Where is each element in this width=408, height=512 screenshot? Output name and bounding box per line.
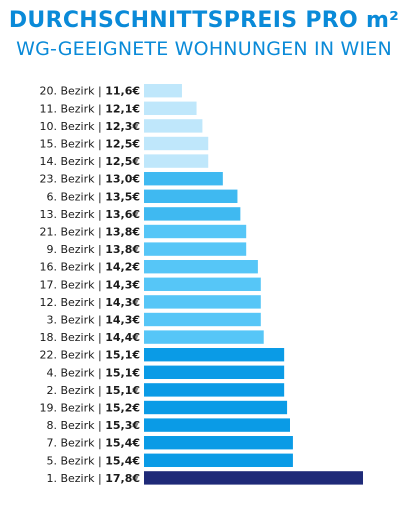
value-label: 15,1€ [105, 366, 140, 379]
bar-label: 12. Bezirk | 14,3€ [39, 296, 140, 309]
bar-label: 18. Bezirk | 14,4€ [39, 331, 140, 344]
category-label: 20. Bezirk | [39, 85, 105, 98]
bar-label: 20. Bezirk | 11,6€ [39, 85, 140, 98]
bar [144, 295, 261, 308]
bar [144, 225, 246, 238]
bar-label: 15. Bezirk | 12,5€ [39, 138, 140, 151]
value-label: 14,3€ [105, 314, 140, 327]
category-label: 17. Bezirk | [39, 278, 105, 291]
category-label: 15. Bezirk | [39, 138, 105, 151]
value-label: 13,6€ [105, 208, 140, 221]
bar [144, 348, 284, 361]
bar-label: 10. Bezirk | 12,3€ [39, 120, 140, 133]
category-label: 7. Bezirk | [46, 437, 105, 450]
category-label: 21. Bezirk | [39, 226, 105, 239]
value-label: 13,0€ [105, 173, 140, 186]
bar-label: 23. Bezirk | 13,0€ [39, 173, 140, 186]
value-label: 17,8€ [105, 472, 140, 485]
category-label: 23. Bezirk | [39, 173, 105, 186]
bar-label: 6. Bezirk | 13,5€ [46, 190, 140, 203]
bar-label: 14. Bezirk | 12,5€ [39, 155, 140, 168]
category-label: 22. Bezirk | [39, 349, 105, 362]
bar [144, 366, 284, 379]
bar-label: 7. Bezirk | 15,4€ [46, 437, 140, 450]
category-label: 5. Bezirk | [46, 454, 105, 467]
bar [144, 278, 261, 291]
bar [144, 84, 182, 97]
bar [144, 454, 293, 467]
category-label: 19. Bezirk | [39, 402, 105, 415]
bar [144, 383, 284, 396]
value-label: 14,3€ [105, 296, 140, 309]
value-label: 13,8€ [105, 243, 140, 256]
category-label: 3. Bezirk | [46, 314, 105, 327]
bar [144, 313, 261, 326]
bar-label: 1. Bezirk | 17,8€ [46, 472, 140, 485]
bar-label: 22. Bezirk | 15,1€ [39, 349, 140, 362]
bar [144, 330, 264, 343]
category-label: 18. Bezirk | [39, 331, 105, 344]
bar [144, 471, 363, 484]
value-label: 15,2€ [105, 402, 140, 415]
bar-label: 2. Bezirk | 15,1€ [46, 384, 140, 397]
value-label: 12,5€ [105, 138, 140, 151]
bar-label: 5. Bezirk | 15,4€ [46, 454, 140, 467]
bar-label: 8. Bezirk | 15,3€ [46, 419, 140, 432]
category-label: 4. Bezirk | [46, 366, 105, 379]
category-label: 9. Bezirk | [46, 243, 105, 256]
value-label: 12,3€ [105, 120, 140, 133]
category-label: 2. Bezirk | [46, 384, 105, 397]
bar [144, 242, 246, 255]
bar [144, 137, 208, 150]
bar-label: 17. Bezirk | 14,3€ [39, 278, 140, 291]
bar [144, 102, 197, 115]
value-label: 15,3€ [105, 419, 140, 432]
category-label: 11. Bezirk | [39, 102, 105, 115]
value-label: 14,4€ [105, 331, 140, 344]
bar-label: 16. Bezirk | 14,2€ [39, 261, 140, 274]
bar-label: 13. Bezirk | 13,6€ [39, 208, 140, 221]
bar-label: 3. Bezirk | 14,3€ [46, 314, 140, 327]
bar [144, 207, 240, 220]
bar [144, 172, 223, 185]
bar-label: 19. Bezirk | 15,2€ [39, 402, 140, 415]
category-label: 10. Bezirk | [39, 120, 105, 133]
value-label: 12,1€ [105, 102, 140, 115]
category-label: 1. Bezirk | [46, 472, 105, 485]
bar [144, 119, 202, 132]
category-label: 16. Bezirk | [39, 261, 105, 274]
category-label: 13. Bezirk | [39, 208, 105, 221]
bar-label: 4. Bezirk | 15,1€ [46, 366, 140, 379]
value-label: 13,8€ [105, 226, 140, 239]
value-label: 14,2€ [105, 261, 140, 274]
bar [144, 190, 237, 203]
bar-label: 21. Bezirk | 13,8€ [39, 226, 140, 239]
category-label: 12. Bezirk | [39, 296, 105, 309]
category-label: 6. Bezirk | [46, 190, 105, 203]
bar-label: 9. Bezirk | 13,8€ [46, 243, 140, 256]
value-label: 15,1€ [105, 349, 140, 362]
category-label: 14. Bezirk | [39, 155, 105, 168]
bar-label: 11. Bezirk | 12,1€ [39, 102, 140, 115]
value-label: 13,5€ [105, 190, 140, 203]
bar [144, 260, 258, 273]
value-label: 15,1€ [105, 384, 140, 397]
value-label: 15,4€ [105, 437, 140, 450]
bar [144, 418, 290, 431]
value-label: 15,4€ [105, 454, 140, 467]
value-label: 11,6€ [105, 85, 140, 98]
bar [144, 154, 208, 167]
category-label: 8. Bezirk | [46, 419, 105, 432]
value-label: 14,3€ [105, 278, 140, 291]
bar [144, 401, 287, 414]
bar [144, 436, 293, 449]
value-label: 12,5€ [105, 155, 140, 168]
